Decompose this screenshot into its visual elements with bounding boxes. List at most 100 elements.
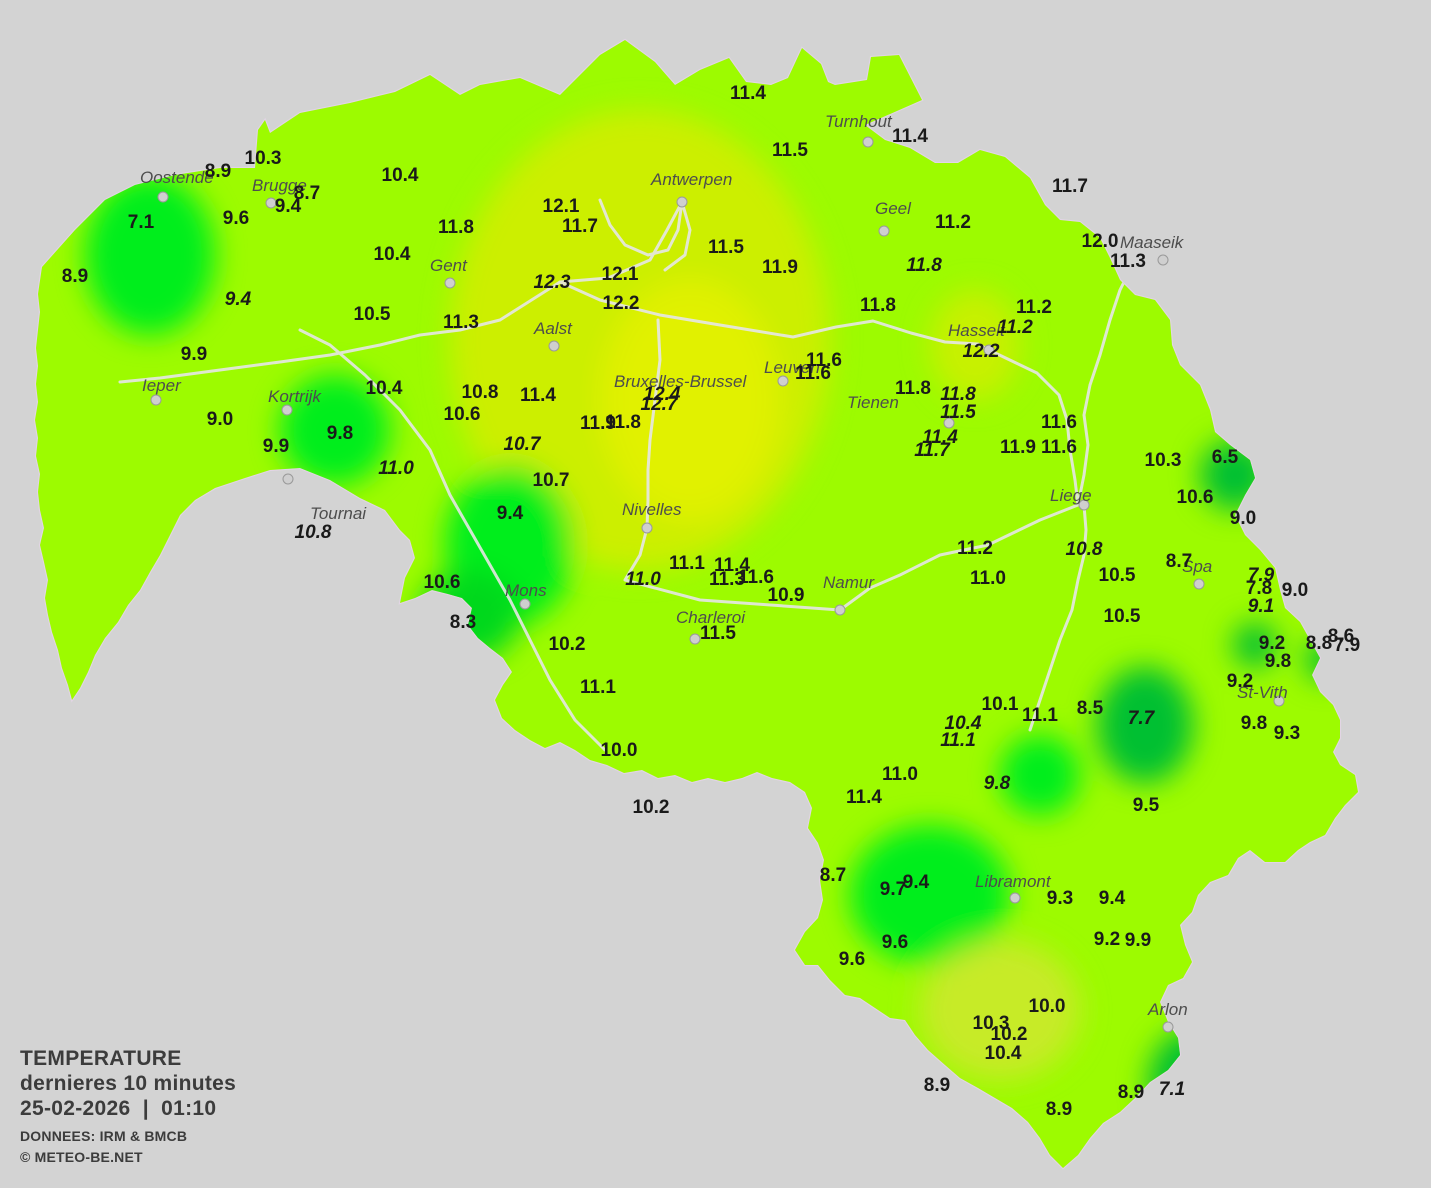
- svg-text:11.8: 11.8: [906, 255, 942, 276]
- svg-text:Libramont: Libramont: [975, 872, 1052, 891]
- svg-text:10.8: 10.8: [462, 382, 499, 403]
- svg-text:Bruxelles-Brussel: Bruxelles-Brussel: [614, 372, 747, 391]
- svg-text:Liege: Liege: [1050, 486, 1092, 505]
- svg-text:10.8: 10.8: [1066, 539, 1103, 560]
- svg-text:10.0: 10.0: [601, 740, 638, 761]
- svg-text:9.2: 9.2: [1227, 671, 1253, 692]
- svg-text:9.3: 9.3: [1047, 888, 1073, 909]
- svg-text:11.8: 11.8: [438, 217, 474, 238]
- svg-text:11.1: 11.1: [580, 677, 616, 698]
- svg-text:7.1: 7.1: [128, 212, 155, 233]
- svg-text:11.5: 11.5: [772, 140, 808, 161]
- svg-text:Oostende: Oostende: [140, 168, 214, 187]
- svg-text:11.7: 11.7: [562, 216, 598, 237]
- svg-text:9.2: 9.2: [1094, 929, 1120, 950]
- svg-text:11.5: 11.5: [708, 237, 744, 258]
- svg-text:10.2: 10.2: [549, 634, 586, 655]
- svg-text:Nivelles: Nivelles: [622, 500, 682, 519]
- svg-text:10.4: 10.4: [985, 1043, 1022, 1064]
- svg-text:11.4: 11.4: [846, 787, 882, 808]
- svg-text:12.1: 12.1: [602, 264, 639, 285]
- svg-text:10.7: 10.7: [504, 434, 542, 455]
- svg-text:10.4: 10.4: [374, 244, 411, 265]
- svg-text:9.4: 9.4: [225, 289, 252, 310]
- svg-text:9.3: 9.3: [1274, 723, 1300, 744]
- svg-text:11.4: 11.4: [892, 126, 928, 147]
- svg-text:25-02-2026 | 01:10: 25-02-2026 | 01:10: [20, 1097, 216, 1120]
- svg-text:9.0: 9.0: [207, 409, 233, 430]
- svg-text:11.4: 11.4: [520, 385, 556, 406]
- svg-text:10.5: 10.5: [1104, 606, 1141, 627]
- svg-text:9.8: 9.8: [327, 423, 353, 444]
- svg-text:10.0: 10.0: [1029, 996, 1066, 1017]
- svg-text:10.7: 10.7: [533, 470, 570, 491]
- svg-text:12.7: 12.7: [641, 394, 679, 415]
- svg-text:10.6: 10.6: [444, 404, 481, 425]
- svg-text:10.5: 10.5: [1099, 565, 1136, 586]
- svg-text:8.9: 8.9: [62, 266, 88, 287]
- svg-text:12.3: 12.3: [534, 272, 571, 293]
- svg-text:9.6: 9.6: [882, 932, 908, 953]
- svg-text:11.7: 11.7: [914, 440, 951, 461]
- svg-text:Arlon: Arlon: [1147, 1000, 1188, 1019]
- svg-text:11.0: 11.0: [625, 569, 661, 590]
- svg-text:Gent: Gent: [430, 256, 468, 275]
- svg-text:10.9: 10.9: [768, 585, 805, 606]
- svg-text:11.9: 11.9: [762, 257, 798, 278]
- svg-text:9.6: 9.6: [839, 949, 865, 970]
- svg-text:8.9: 8.9: [1118, 1082, 1144, 1103]
- svg-text:11.1: 11.1: [669, 553, 705, 574]
- svg-text:© METEO-BE.NET: © METEO-BE.NET: [20, 1149, 143, 1165]
- svg-text:Aalst: Aalst: [533, 319, 573, 338]
- svg-text:11.9: 11.9: [1000, 437, 1036, 458]
- svg-text:10.2: 10.2: [991, 1024, 1028, 1045]
- svg-text:11.6: 11.6: [1041, 437, 1077, 458]
- svg-text:11.2: 11.2: [997, 317, 1033, 338]
- svg-text:10.4: 10.4: [366, 378, 403, 399]
- svg-text:9.8: 9.8: [984, 773, 1011, 794]
- svg-text:11.5: 11.5: [940, 402, 976, 423]
- svg-text:Antwerpen: Antwerpen: [650, 170, 732, 189]
- svg-text:12.2: 12.2: [603, 293, 640, 314]
- svg-text:12.2: 12.2: [963, 341, 1000, 362]
- svg-text:11.6: 11.6: [806, 350, 842, 371]
- svg-text:11.3: 11.3: [1110, 251, 1146, 272]
- svg-text:9.6: 9.6: [223, 208, 249, 229]
- svg-text:9.4: 9.4: [275, 196, 302, 217]
- svg-text:9.9: 9.9: [1125, 930, 1151, 951]
- svg-text:11.8: 11.8: [860, 295, 896, 316]
- svg-text:8.5: 8.5: [1077, 698, 1104, 719]
- svg-text:11.8: 11.8: [605, 412, 641, 433]
- svg-text:11.3: 11.3: [443, 312, 479, 333]
- svg-text:Mons: Mons: [505, 581, 547, 600]
- svg-text:Kortrijk: Kortrijk: [268, 387, 322, 406]
- svg-text:9.9: 9.9: [181, 344, 207, 365]
- svg-text:9.0: 9.0: [1282, 580, 1308, 601]
- svg-text:Turnhout: Turnhout: [825, 112, 893, 131]
- svg-text:Tournai: Tournai: [310, 504, 367, 523]
- svg-text:9.5: 9.5: [1133, 795, 1160, 816]
- svg-text:7.7: 7.7: [1128, 708, 1156, 729]
- svg-text:11.8: 11.8: [895, 378, 931, 399]
- svg-text:11.1: 11.1: [940, 730, 976, 751]
- svg-text:9.4: 9.4: [1099, 888, 1126, 909]
- svg-text:10.8: 10.8: [295, 522, 332, 543]
- svg-text:9.1: 9.1: [1248, 596, 1274, 617]
- svg-text:10.6: 10.6: [424, 572, 461, 593]
- svg-text:Ieper: Ieper: [142, 376, 182, 395]
- svg-text:10.4: 10.4: [382, 165, 419, 186]
- svg-text:10.3: 10.3: [245, 148, 282, 169]
- svg-text:11.0: 11.0: [378, 458, 414, 479]
- svg-text:11.7: 11.7: [1052, 176, 1088, 197]
- svg-text:9.8: 9.8: [1241, 713, 1267, 734]
- svg-text:8.9: 8.9: [1046, 1099, 1072, 1120]
- svg-text:7.9: 7.9: [1334, 635, 1360, 656]
- svg-text:9.4: 9.4: [903, 872, 930, 893]
- svg-text:9.9: 9.9: [263, 436, 289, 457]
- svg-text:9.8: 9.8: [1265, 651, 1291, 672]
- svg-text:8.9: 8.9: [924, 1075, 950, 1096]
- svg-text:Maaseik: Maaseik: [1120, 233, 1185, 252]
- svg-text:11.2: 11.2: [1016, 297, 1052, 318]
- svg-text:dernieres 10 minutes: dernieres 10 minutes: [20, 1072, 236, 1095]
- svg-text:10.5: 10.5: [354, 304, 391, 325]
